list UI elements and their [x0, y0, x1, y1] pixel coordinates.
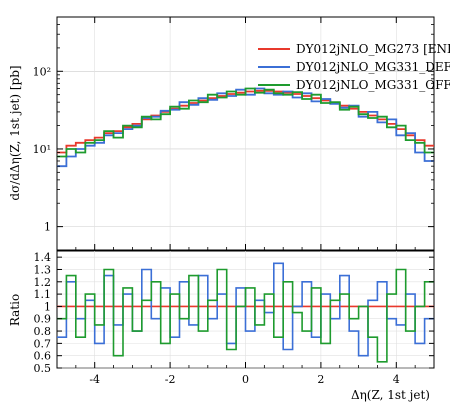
main-panel: 1 10¹ 10² dσ/dΔη(Z, 1st jet) [pb] DY012jNL… — [8, 16, 450, 251]
x-tick-label: -2 — [165, 373, 176, 386]
legend: DY012jNLO_MG273 [ENE DY012jNLO_MG331_DEFA… — [258, 42, 450, 92]
main-y-ticks: 1 10¹ 10² — [33, 24, 434, 234]
x-tick-label: 0 — [242, 373, 249, 386]
ratio-x-ticks: -4 -2 0 2 4 — [56, 17, 435, 386]
main-series-line-3 — [57, 87, 434, 158]
ratio-y-tick-label: 1.4 — [34, 251, 52, 264]
ratio-series — [57, 262, 434, 363]
ratio-y-tick-label: 0.6 — [34, 350, 52, 363]
ratio-y-tick-label: 1.3 — [34, 263, 52, 276]
main-y-axis-label: dσ/dΔη(Z, 1st jet) [pb] — [8, 65, 22, 200]
main-y-tick-label: 10¹ — [33, 143, 51, 156]
x-axis-label: Δη(Z, 1st jet) — [351, 388, 430, 402]
ratio-y-tick-label: 1 — [44, 300, 51, 313]
x-tick-label: 2 — [317, 373, 324, 386]
ratio-panel: 0.50.60.70.80.911.11.21.31.4 -4 -2 0 2 4 Rat… — [8, 17, 435, 402]
ratio-series-line-3 — [57, 268, 434, 363]
x-tick-label: 4 — [393, 373, 400, 386]
ratio-y-tick-label: 1.2 — [34, 276, 52, 289]
ratio-y-axis-label: Ratio — [8, 294, 22, 326]
legend-label-3: DY012jNLO_MG331_OFFF — [296, 78, 450, 92]
main-y-tick-label: 10² — [33, 65, 51, 78]
ratio-y-tick-label: 0.7 — [34, 337, 52, 350]
main-series — [57, 87, 434, 168]
ratio-y-tick-label: 0.8 — [34, 325, 52, 338]
legend-label-1: DY012jNLO_MG273 [ENE — [296, 42, 450, 56]
ratio-y-tick-label: 1.1 — [34, 288, 52, 301]
ratio-y-tick-label: 0.9 — [34, 313, 52, 326]
ratio-y-tick-label: 0.5 — [34, 362, 52, 375]
main-y-tick-label: 1 — [44, 221, 51, 234]
main-grid — [57, 17, 434, 250]
legend-label-2: DY012jNLO_MG331_DEFA — [296, 60, 450, 74]
x-tick-label: -4 — [89, 373, 100, 386]
ratio-y-ticks: 0.50.60.70.80.911.11.21.31.4 — [34, 251, 434, 375]
